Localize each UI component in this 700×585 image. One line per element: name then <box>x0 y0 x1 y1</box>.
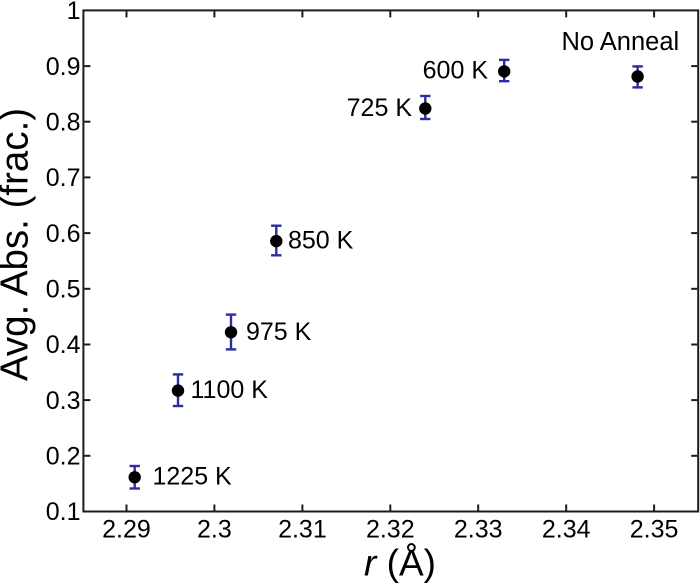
svg-text:1100 K: 1100 K <box>191 376 269 404</box>
svg-text:0.7: 0.7 <box>46 164 81 192</box>
svg-text:2.31: 2.31 <box>278 516 327 544</box>
svg-text:975 K: 975 K <box>246 318 312 346</box>
svg-text:Avg. Abs. (frac.): Avg. Abs. (frac.) <box>0 108 37 381</box>
svg-text:2.32: 2.32 <box>366 516 415 544</box>
svg-text:0.2: 0.2 <box>46 443 81 471</box>
svg-text:No Anneal: No Anneal <box>562 28 680 56</box>
svg-text:2.35: 2.35 <box>630 516 679 544</box>
svg-text:r (Å): r (Å) <box>364 543 436 584</box>
svg-text:0.4: 0.4 <box>46 331 81 359</box>
svg-text:2.34: 2.34 <box>542 516 591 544</box>
svg-text:0.1: 0.1 <box>46 498 81 526</box>
svg-text:1225 K: 1225 K <box>153 463 233 491</box>
svg-text:2.29: 2.29 <box>102 516 151 544</box>
svg-text:600 K: 600 K <box>423 57 489 85</box>
svg-text:0.6: 0.6 <box>46 220 81 248</box>
svg-text:2.3: 2.3 <box>197 516 232 544</box>
svg-text:0.3: 0.3 <box>46 387 81 415</box>
svg-text:850 K: 850 K <box>288 227 354 255</box>
svg-text:0.5: 0.5 <box>46 276 81 304</box>
svg-text:2.33: 2.33 <box>454 516 503 544</box>
svg-text:0.9: 0.9 <box>46 53 81 81</box>
svg-text:725 K: 725 K <box>347 94 413 122</box>
svg-text:0.8: 0.8 <box>46 108 81 136</box>
svg-text:1: 1 <box>67 0 81 25</box>
